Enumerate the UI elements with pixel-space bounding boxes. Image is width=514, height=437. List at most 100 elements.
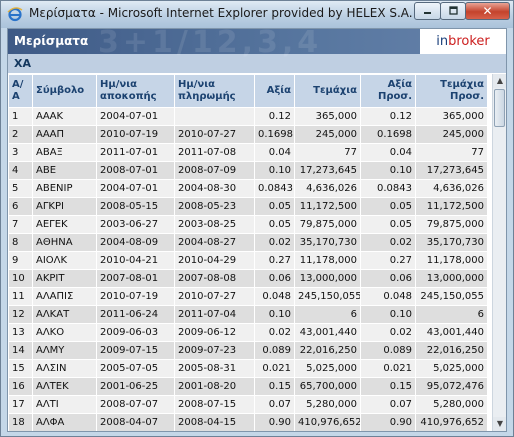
table-row: 15 ΑΛΣΙΝ 2005-07-05 2005-08-31 0.021 5,025,00… <box>8 359 488 378</box>
table-row: 2 ΑΑΑΠ 2010-07-19 2010-07-27 0.1698 245,000 0.… <box>8 125 488 144</box>
table-cell: ΑΒΕΝΙΡ <box>32 179 97 198</box>
table-cell: 2004-08-09 <box>96 233 175 252</box>
table-cell: 0.089 <box>360 341 416 360</box>
table-cell: 17 <box>8 395 33 414</box>
table-cell: 43,001,440 <box>415 323 488 342</box>
table-cell: 43,001,440 <box>294 323 361 342</box>
table-cell: 410,976,652 <box>415 413 488 431</box>
table-cell: 0.27 <box>254 251 295 270</box>
close-icon: ✕ <box>482 4 493 18</box>
scrollbar-thumb[interactable] <box>494 89 505 127</box>
table-cell: 2003-08-25 <box>174 215 255 234</box>
table-cell: 0.048 <box>254 287 295 306</box>
table-row: 12 ΑΛΚΑΤ 2011-06-24 2011-07-04 0.10 6 0.10 6 <box>8 305 488 324</box>
table-cell: 0.05 <box>254 197 295 216</box>
table-cell: ΑΛΚΟ <box>32 323 97 342</box>
table-cell: 65,700,000 <box>294 377 361 396</box>
table-header: Α/Α Σύμβολο Ημ/νια αποκοπής Ημ/νια πληρωμής… <box>8 74 488 108</box>
table-cell: 2001-08-20 <box>174 377 255 396</box>
page-content: 3+1/12,3,4 Μερίσματα inbroker ΧΑ Α/Α Σύμβ… <box>7 28 507 432</box>
table-cell: 8 <box>8 233 33 252</box>
table-cell: 2011-07-04 <box>174 305 255 324</box>
vertical-scrollbar[interactable]: ▲ ▼ <box>492 74 506 431</box>
table-cell: ΑΛΤΙ <box>32 395 97 414</box>
table-cell: 2010-07-19 <box>96 287 175 306</box>
table-cell: 0.0843 <box>254 179 295 198</box>
inbroker-logo: inbroker <box>420 29 506 54</box>
table-cell: 410,976,652 <box>294 413 361 431</box>
table-cell: 4 <box>8 161 33 180</box>
table-cell: ΑΘΗΝΑ <box>32 233 97 252</box>
table-cell: 0.07 <box>254 395 295 414</box>
table-row: 9 ΑΙΟΛΚ 2010-04-21 2010-04-29 0.27 11,178,000… <box>8 251 488 270</box>
table-row: 3 ΑΒΑΞ 2011-07-01 2011-07-08 0.04 77 0.04 77 <box>8 143 488 162</box>
table-cell: 35,170,730 <box>415 233 488 252</box>
table-cell: 2004-07-01 <box>96 179 175 198</box>
table-cell: 13,000,000 <box>415 269 488 288</box>
table-cell: 0.06 <box>360 269 416 288</box>
table-cell: 77 <box>294 143 361 162</box>
table-cell: 16 <box>8 377 33 396</box>
table-cell: 2010-04-21 <box>96 251 175 270</box>
table-cell: 0.1698 <box>254 125 295 144</box>
table-cell: 10 <box>8 269 33 288</box>
close-button[interactable]: ✕ <box>465 2 510 20</box>
maximize-icon <box>448 5 458 18</box>
column-header: Ημ/νια αποκοπής <box>96 74 175 108</box>
table-cell: 2008-05-15 <box>96 197 175 216</box>
table-cell: 5 <box>8 179 33 198</box>
table-cell: 0.90 <box>360 413 416 431</box>
table-cell: 4,636,026 <box>415 179 488 198</box>
table-cell: 2009-06-12 <box>174 323 255 342</box>
column-header: Τεμάχια Προσ. <box>415 74 488 108</box>
table-cell: 11,172,500 <box>294 197 361 216</box>
table-cell: 5,025,000 <box>415 359 488 378</box>
table-cell: 2011-07-01 <box>96 143 175 162</box>
table-cell: 35,170,730 <box>294 233 361 252</box>
table-cell: 13 <box>8 323 33 342</box>
scroll-up-arrow-icon[interactable]: ▲ <box>493 74 506 88</box>
table-cell: 2004-07-01 <box>96 107 175 126</box>
table-cell: 2010-07-27 <box>174 287 255 306</box>
table-cell: 0.02 <box>254 323 295 342</box>
table-cell: 0.04 <box>360 143 416 162</box>
table-cell: 6 <box>8 197 33 216</box>
table-cell: 2007-08-01 <box>96 269 175 288</box>
maximize-button[interactable] <box>440 2 466 20</box>
table-cell: 245,150,055 <box>415 287 488 306</box>
window-title: Μερίσματα - Microsoft Internet Explorer … <box>29 6 413 20</box>
table-cell: ΑΚΡΙΤ <box>32 269 97 288</box>
column-header: Ημ/νια πληρωμής <box>174 74 255 108</box>
minimize-button[interactable] <box>414 2 441 20</box>
table-cell: 0.04 <box>254 143 295 162</box>
column-header: Σύμβολο <box>32 74 97 108</box>
table-cell: ΑΛΣΙΝ <box>32 359 97 378</box>
table-cell: 77 <box>415 143 488 162</box>
table-row: 10 ΑΚΡΙΤ 2007-08-01 2007-08-08 0.06 13,000,00… <box>8 269 488 288</box>
table-cell: 4,636,026 <box>294 179 361 198</box>
title-bar[interactable]: Μερίσματα - Microsoft Internet Explorer … <box>1 1 513 28</box>
table-cell: 2004-08-30 <box>174 179 255 198</box>
table-cell: 2008-07-09 <box>174 161 255 180</box>
table-cell: 17,273,645 <box>294 161 361 180</box>
table-cell: 0.12 <box>254 107 295 126</box>
table-cell: 14 <box>8 341 33 360</box>
table-cell: 2007-08-08 <box>174 269 255 288</box>
table-cell: 2008-04-07 <box>96 413 175 431</box>
table-cell: 0.12 <box>360 107 416 126</box>
table-row: 18 ΑΛΦΑ 2008-04-07 2008-04-15 0.90 410,976,65… <box>8 413 488 431</box>
table-cell: ΑΛΚΑΤ <box>32 305 97 324</box>
table-cell: 245,000 <box>415 125 488 144</box>
table-cell: 2010-07-27 <box>174 125 255 144</box>
table-cell: 0.021 <box>360 359 416 378</box>
table-cell: ΑΛΑΠΙΣ <box>32 287 97 306</box>
scroll-down-arrow-icon[interactable]: ▼ <box>493 417 506 431</box>
section-header-xa: ΧΑ <box>8 54 506 74</box>
table-cell: 0.05 <box>360 197 416 216</box>
table-cell: 0.02 <box>360 323 416 342</box>
table-cell: 2005-07-05 <box>96 359 175 378</box>
table-cell: 245,150,055 <box>294 287 361 306</box>
table-cell: ΑΛΦΑ <box>32 413 97 431</box>
table-cell: 365,000 <box>294 107 361 126</box>
banner-decoration: 3+1/12,3,4 <box>98 28 323 60</box>
